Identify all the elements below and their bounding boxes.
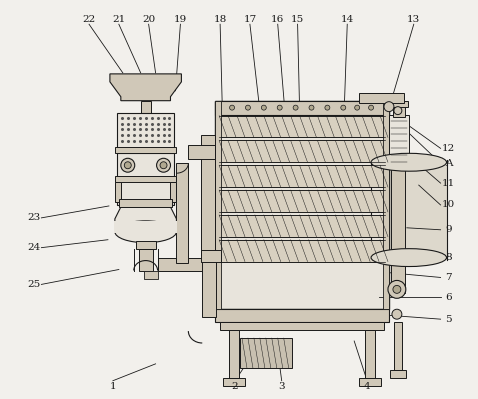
Circle shape [124, 162, 131, 169]
Polygon shape [115, 207, 176, 232]
Text: 7: 7 [445, 273, 452, 282]
Circle shape [157, 158, 171, 172]
Bar [223, 378, 245, 386]
Bar [391, 115, 405, 293]
Text: 22: 22 [82, 15, 96, 24]
Bar [176, 163, 188, 263]
Bar [390, 101, 408, 107]
Text: 6: 6 [445, 293, 452, 302]
Bar [371, 160, 446, 260]
Bar [219, 116, 385, 137]
Circle shape [246, 105, 250, 110]
Bar [136, 241, 155, 249]
Bar [117, 113, 174, 150]
Ellipse shape [371, 249, 446, 267]
Text: 9: 9 [445, 225, 452, 234]
Bar [115, 147, 176, 153]
Bar [215, 101, 221, 309]
Bar [139, 249, 152, 271]
Text: 24: 24 [27, 243, 40, 252]
Bar [219, 215, 385, 237]
Bar [219, 140, 385, 162]
Circle shape [355, 105, 359, 110]
Bar [115, 176, 176, 182]
Circle shape [121, 158, 135, 172]
Circle shape [394, 107, 402, 115]
Circle shape [293, 105, 298, 110]
Bar [383, 101, 389, 309]
Circle shape [160, 162, 167, 169]
Circle shape [393, 285, 401, 293]
Circle shape [384, 102, 394, 112]
Circle shape [369, 105, 373, 110]
Bar [215, 101, 389, 309]
Text: 12: 12 [442, 144, 455, 153]
Text: A: A [445, 159, 452, 168]
Ellipse shape [371, 153, 446, 171]
Bar [393, 105, 405, 117]
Bar [171, 182, 176, 202]
Bar [115, 182, 121, 202]
Bar [220, 322, 384, 330]
Circle shape [309, 105, 314, 110]
Circle shape [325, 105, 330, 110]
Bar [365, 330, 375, 378]
Circle shape [388, 280, 406, 298]
Bar [201, 135, 215, 255]
Circle shape [341, 105, 346, 110]
Bar [229, 330, 239, 378]
Bar [215, 101, 389, 115]
Text: 1: 1 [109, 382, 116, 391]
Bar [158, 258, 209, 271]
Text: 4: 4 [364, 382, 370, 391]
Bar [389, 115, 409, 169]
Text: 5: 5 [445, 315, 452, 324]
Text: 2: 2 [232, 382, 239, 391]
Bar [219, 165, 385, 187]
Text: 3: 3 [278, 382, 285, 391]
Bar [394, 322, 402, 370]
Bar [117, 153, 174, 205]
Text: 25: 25 [27, 280, 40, 289]
Text: 16: 16 [271, 15, 284, 24]
Text: 23: 23 [27, 213, 40, 222]
Bar [141, 101, 151, 113]
Bar [215, 309, 389, 322]
Text: 19: 19 [174, 15, 187, 24]
Text: 14: 14 [341, 15, 354, 24]
Text: 10: 10 [442, 200, 455, 209]
Text: 15: 15 [291, 15, 304, 24]
Text: 11: 11 [442, 179, 455, 188]
Ellipse shape [115, 221, 176, 243]
Text: 21: 21 [112, 15, 125, 24]
Bar [114, 221, 177, 233]
Bar [202, 258, 216, 317]
Bar [219, 190, 385, 212]
Polygon shape [110, 74, 182, 101]
Bar [359, 93, 404, 103]
Bar [390, 370, 406, 378]
Bar [144, 271, 158, 279]
Bar [119, 199, 173, 207]
Bar [201, 250, 221, 262]
Circle shape [277, 105, 282, 110]
Circle shape [229, 105, 235, 110]
Text: 17: 17 [243, 15, 257, 24]
Text: 20: 20 [142, 15, 155, 24]
Text: 13: 13 [407, 15, 420, 24]
Bar [188, 145, 215, 159]
Circle shape [392, 309, 402, 319]
Text: 18: 18 [214, 15, 227, 24]
Bar [359, 378, 381, 386]
Text: 8: 8 [445, 253, 452, 262]
Bar [219, 240, 385, 262]
Bar [240, 338, 292, 368]
Circle shape [261, 105, 266, 110]
